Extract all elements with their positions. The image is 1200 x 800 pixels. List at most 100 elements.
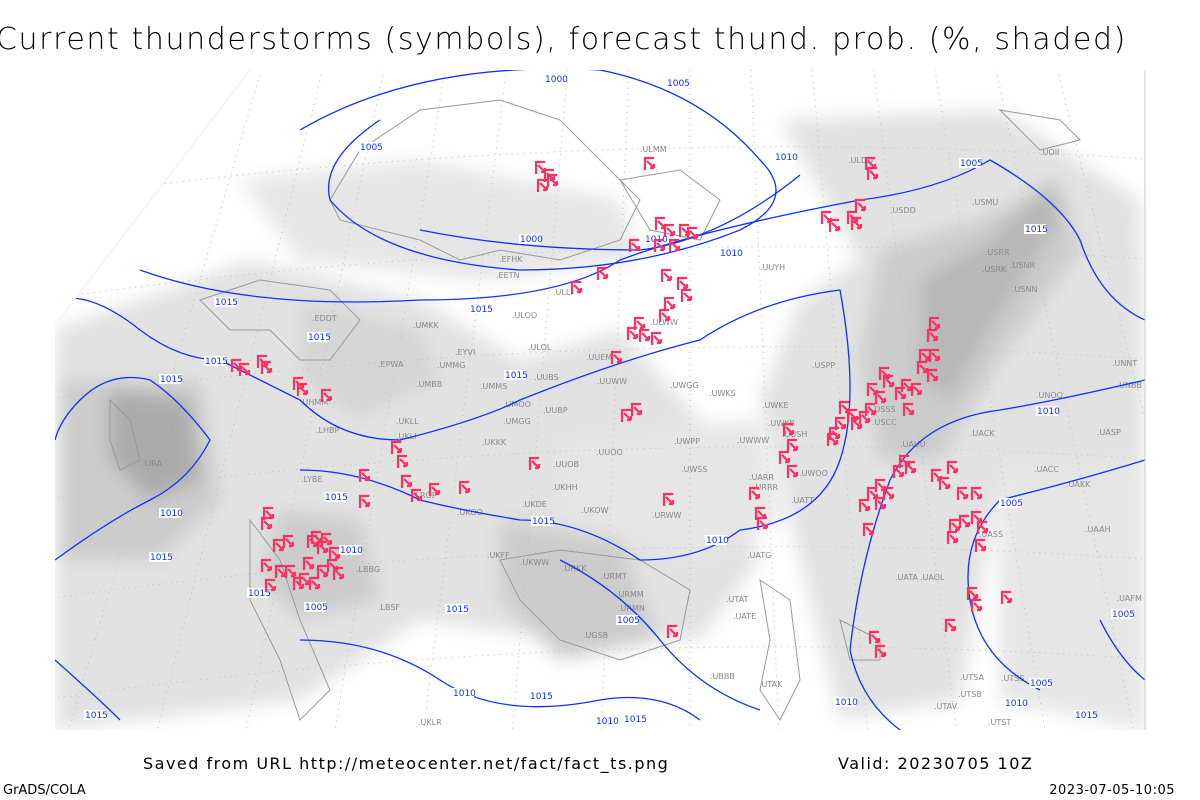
isobar-label-group: 1015 [623,714,647,725]
station-label-group: .UASS [979,530,1003,539]
station-label-group: .UATA [895,573,919,582]
station-label-group: .UUOO [596,448,623,457]
isobar-label: 1015 [446,605,469,615]
station-label: .UKLL [396,417,419,426]
isobar-label: 1010 [775,153,798,163]
isobar-label-group: 1005 [1029,678,1053,689]
shading-area [920,180,1060,400]
station-label-group: .UKDE [522,500,547,509]
isobar-label-group: 1015 [531,516,555,527]
station-label-group: .UAKK [1066,480,1091,489]
station-label-group: .USCC [872,418,897,427]
isobar-label-group: 1010 [719,248,743,259]
station-label-group: .UKLI [396,432,416,441]
isobar-label: 1010 [706,536,729,546]
isobar-label-bg [445,604,467,614]
isobar-label-group: 1015 [159,374,183,385]
isobar-label: 1015 [325,493,348,503]
station-label-group: .URMM [616,590,644,599]
station-label: .URMM [616,590,644,599]
isobar-label-bg [149,552,171,562]
station-label-group: .UHMM [300,398,328,407]
isobar-label-bg [304,602,326,612]
lat-lon-grid [55,70,1145,730]
isobar-label: 1010 [1005,699,1028,709]
station-label: .ULWW [650,318,678,327]
coastline [499,549,691,661]
station-label: .UNNT [1112,359,1137,368]
station-label: .UASS [979,530,1003,539]
station-label-group: .UAFM [1117,594,1142,603]
isobar-label-group: 1005 [959,158,983,169]
isobar-line [299,639,701,721]
isobar-label: 1015 [1075,711,1098,721]
isobar-label-bg [1004,698,1026,708]
station-label: .UUYH [760,263,785,272]
station-label: .UKFF [487,551,510,560]
isobar-line [559,559,761,711]
isobar-label: 1010 [340,546,363,556]
station-label-group: .UMKK [413,321,440,330]
isobar-labels: 1000 100510051000100510101010101010151015… [84,74,1135,727]
isobar-label-bg [204,356,226,366]
isobar-label-group: 1005 [616,615,640,626]
station-label: .UTSA [960,673,985,682]
station-label: .USDD [890,206,916,215]
station-label-group: .UUOB [553,460,579,469]
isobar-label: 1010 [160,509,183,519]
station-label: .UKLR [418,718,442,727]
station-label: .EYVI [455,348,475,357]
station-label-group: .UMOO [503,400,531,409]
station-label: .UKKK [482,438,507,447]
station-label-group: .LIRA [142,459,163,468]
station-label: .LBBG [356,565,380,574]
isobar-label: 1015 [530,692,553,702]
isobar-label-bg [359,142,381,152]
isobar-label: 1000 [520,235,543,245]
station-label: .UTAT [726,595,749,604]
station-label-group: .UUBS [534,373,559,382]
station-label-group: .UATT [791,496,814,505]
isobar-label-group: 1005 [666,78,690,89]
isobar-label-bg [247,588,269,598]
station-label-group: .UKWW [520,558,549,567]
generation-timestamp: 2023-07-05-10:05 [1049,783,1175,798]
isobar-label: 1015 [160,375,183,385]
station-label-group: .UWPP [674,437,700,446]
isobar-label-bg [719,248,741,258]
station-label: .UARR [749,473,774,482]
station-label-group: .ULMM [640,145,667,154]
station-label-group: .USDD [890,206,916,215]
station-label-group: .UKHH [552,483,578,492]
station-label: .UWOO [799,469,828,478]
isobar-label-group: 1010 [159,508,183,519]
isobar-label-bg [1029,678,1051,688]
isobar-label-group: 1010 [1036,406,1060,417]
isobar-label: 1015 [532,517,555,527]
chart-title: Current thunderstorms (symbols), forecas… [0,22,1127,57]
station-label-group: .ULDD [848,156,873,165]
station-label: .UTSS [1001,674,1024,683]
station-label: .UAUU [900,440,926,449]
station-label: .USRR [985,248,1010,257]
isobar-line [1099,619,1145,681]
station-label-group: .ULWW [650,318,678,327]
station-label-group: .UTSA [960,673,985,682]
probability-shading [55,110,1145,730]
station-label: .USRK [982,265,1007,274]
isobar-label-group: 1000 [519,234,543,245]
station-label: .UMMS [480,382,507,391]
isobar-label-bg [307,332,329,342]
station-label: .UUBP [543,406,568,415]
isobar-label-bg [324,492,346,502]
isobar-label-group: 1010 [834,697,858,708]
source-url-text: Saved from URL http://meteocenter.net/fa… [143,754,670,773]
isobar-label: 1010 [453,689,476,699]
meridian [989,70,1141,730]
station-label-group: .USNN [1012,285,1037,294]
meridian [59,70,271,730]
station-label-group: .EETN [496,271,520,280]
station-label-group: .UKFF [487,551,510,560]
isobar-label-bg [452,688,474,698]
isobar-label: 1015 [85,711,108,721]
